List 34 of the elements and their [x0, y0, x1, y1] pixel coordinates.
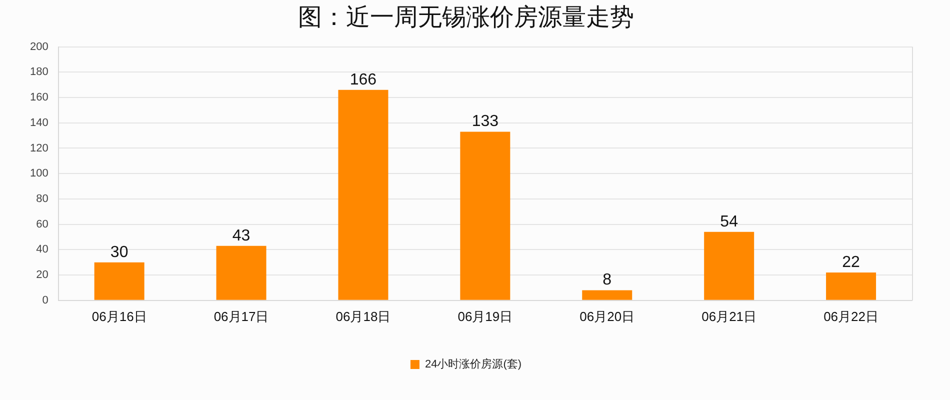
bar — [338, 90, 388, 300]
y-tick-label: 40 — [36, 244, 48, 256]
y-tick-label: 20 — [36, 269, 48, 282]
y-tick-label: 140 — [30, 116, 48, 129]
bar — [704, 232, 754, 300]
x-tick-label: 06月18日 — [336, 308, 391, 324]
x-tick-label: 06月21日 — [702, 308, 757, 324]
data-label: 54 — [720, 213, 738, 230]
y-tick-label: 200 — [30, 40, 48, 53]
x-tick-label: 06月17日 — [214, 308, 269, 324]
bar — [94, 262, 144, 300]
data-label: 166 — [350, 71, 377, 88]
y-tick-label: 160 — [30, 92, 48, 104]
x-tick-label: 06月20日 — [580, 308, 635, 324]
data-label: 22 — [842, 254, 860, 271]
bar — [582, 290, 632, 300]
y-tick-label: 60 — [36, 218, 48, 230]
y-tick-label: 0 — [42, 294, 48, 306]
chart-title: 图：近一周无锡涨价房源量走势 — [298, 4, 634, 32]
bar — [460, 132, 510, 300]
bar — [216, 246, 266, 300]
y-tick-label: 180 — [30, 66, 48, 78]
y-tick-label: 100 — [30, 168, 48, 180]
data-label: 43 — [232, 227, 250, 244]
y-tick-label: 80 — [36, 192, 48, 205]
x-tick-label: 06月22日 — [824, 308, 878, 324]
data-label: 133 — [472, 113, 499, 130]
bar — [826, 272, 876, 300]
x-tick-label: 06月16日 — [92, 308, 147, 324]
x-tick-label: 06月19日 — [458, 308, 513, 324]
legend-label: 24小时涨价房源(套) — [424, 358, 522, 371]
data-label: 8 — [602, 272, 612, 289]
data-label: 30 — [110, 244, 128, 261]
y-tick-label: 120 — [30, 142, 48, 154]
